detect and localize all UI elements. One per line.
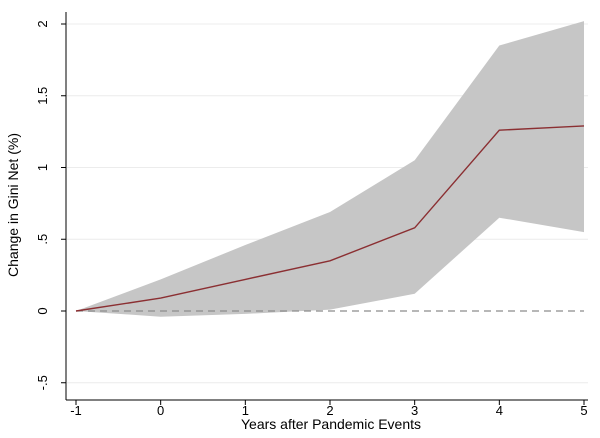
point-estimate-line xyxy=(75,125,585,312)
x-tick-label: 4 xyxy=(496,403,503,418)
y-tick-label: 1.5 xyxy=(35,87,50,105)
y-tick-label: 1 xyxy=(35,164,50,171)
confidence-band xyxy=(76,21,584,317)
confidence-band-layer xyxy=(76,21,584,317)
x-tick-label: 5 xyxy=(580,403,587,418)
y-tick-label: 0 xyxy=(35,307,50,314)
x-tick-label: 1 xyxy=(242,403,249,418)
series-line-layer xyxy=(75,125,585,312)
axes xyxy=(61,12,588,405)
x-tick-label: -1 xyxy=(70,403,82,418)
x-tick-label: 0 xyxy=(157,403,164,418)
x-tick-label: 3 xyxy=(411,403,418,418)
y-tick-label: -.5 xyxy=(35,375,50,390)
x-axis-label: Years after Pandemic Events xyxy=(241,416,421,432)
y-tick-label: .5 xyxy=(35,234,50,245)
tick-labels: -.5 0 .5 1 1.5 2 -1 0 1 2 3 4 5 xyxy=(35,20,588,418)
y-tick-label: 2 xyxy=(35,20,50,27)
y-axis-label: Change in Gini Net (%) xyxy=(5,133,21,277)
x-tick-label: 2 xyxy=(326,403,333,418)
